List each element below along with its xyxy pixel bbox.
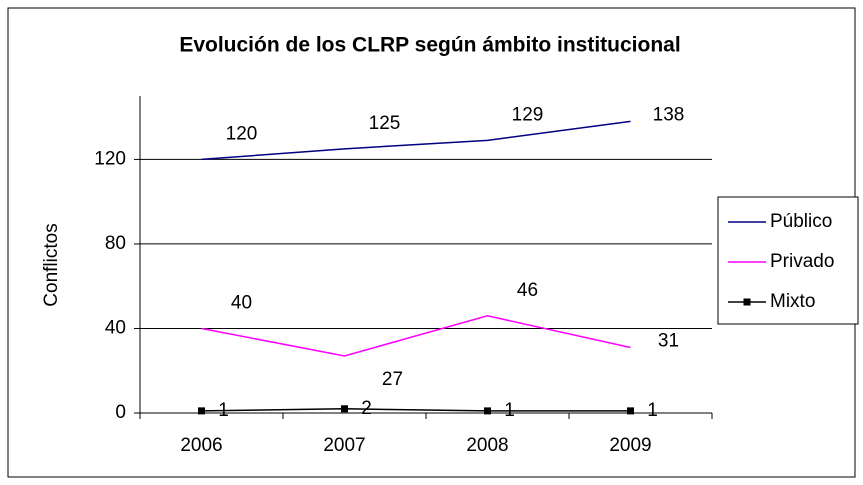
legend-label: Mixto	[770, 291, 815, 312]
y-tick-label: 0	[115, 402, 126, 423]
data-label: 125	[369, 113, 401, 134]
series-line	[201, 315, 631, 357]
series-line	[201, 408, 631, 412]
data-label: 2	[361, 398, 372, 419]
x-tick-label: 2008	[466, 435, 508, 456]
legend-label: Público	[770, 211, 832, 232]
y-tick-label: 40	[105, 317, 126, 338]
legend-marker	[743, 298, 751, 306]
chart-border	[7, 7, 856, 478]
marker	[627, 407, 634, 415]
x-tick-label: 2006	[180, 435, 222, 456]
data-label: 129	[512, 104, 544, 125]
data-label: 120	[226, 123, 258, 144]
marker	[484, 407, 491, 415]
chart-title: Evolución de los CLRP según ámbito insti…	[179, 34, 680, 57]
data-label: 46	[517, 280, 538, 301]
legend-box	[717, 196, 859, 325]
marker	[198, 407, 205, 415]
series-line	[201, 120, 631, 161]
data-label: 31	[658, 331, 679, 352]
data-label: 1	[218, 400, 229, 421]
data-label: 138	[653, 104, 685, 125]
y-axis-label: Conflictos	[41, 223, 62, 306]
data-label: 27	[382, 369, 403, 390]
data-label: 1	[647, 400, 658, 421]
marker	[341, 405, 348, 413]
y-tick-label: 120	[94, 148, 126, 169]
legend-label: Privado	[770, 251, 834, 272]
x-tick-label: 2009	[609, 435, 651, 456]
x-tick-label: 2007	[323, 435, 365, 456]
data-label: 1	[504, 400, 515, 421]
data-label: 40	[231, 292, 252, 313]
y-tick-label: 80	[105, 233, 126, 254]
